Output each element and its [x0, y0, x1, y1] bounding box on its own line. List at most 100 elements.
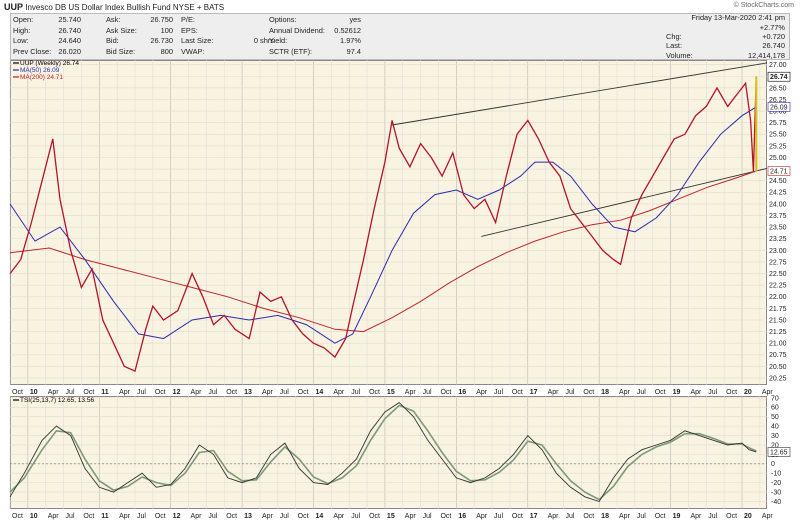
tsi-xtick-label: 10 — [30, 513, 38, 520]
quote-value: 12,414,178 — [748, 50, 785, 60]
tsi-ytick-label: 70 — [771, 395, 779, 402]
price-xtick-label: Jul — [708, 389, 717, 396]
price-ytick-label: 27.00 — [769, 62, 787, 69]
price-xtick-label: Apr — [548, 389, 560, 396]
tsi-xtick-label: Oct — [655, 513, 666, 520]
price-xtick-label: 17 — [530, 389, 538, 396]
tsi-xtick-label: Oct — [369, 513, 380, 520]
price-ytick-label: 25.75 — [769, 120, 787, 127]
tsi-xtick-label: Jul — [494, 513, 503, 520]
price-xtick-label: Apr — [191, 389, 203, 396]
tsi-last-value-tag — [767, 447, 791, 457]
tsi-signal-line — [9, 404, 757, 501]
tsi-xtick-label: Oct — [226, 513, 237, 520]
tsi-xtick-label: Jul — [351, 513, 360, 520]
price-xtick-label: Apr — [333, 389, 345, 396]
quote-value: 26.020 — [58, 46, 81, 56]
tsi-xtick-label: 19 — [673, 513, 681, 520]
price-xtick-label: 18 — [601, 389, 609, 396]
price-xtick-label: 19 — [673, 389, 681, 396]
price-line — [9, 76, 757, 373]
tsi-xtick-label: Apr — [619, 513, 631, 520]
price-xtick-label: 12 — [173, 389, 181, 396]
price-ytick-label: 23.25 — [769, 236, 787, 243]
price-xtick-label: 16 — [458, 389, 466, 396]
tsi-xtick-label: 17 — [530, 513, 538, 520]
tsi-xtick-label: Jul — [565, 513, 574, 520]
tsi-xtick-label: Jul — [708, 513, 717, 520]
tsi-legend-label: TSI(25,13,7) 12.65, 13.56 — [20, 397, 94, 404]
quote-label: Last: — [666, 41, 683, 51]
tsi-xtick-label: 16 — [458, 513, 466, 520]
quote-label: Bid: — [106, 36, 119, 45]
quote-value: 0 shrs — [253, 36, 274, 45]
quote-label: EPS: — [181, 25, 198, 35]
tsi-last-value-label: 12.65 — [770, 449, 788, 456]
credit: © StockCharts.com — [733, 2, 794, 9]
quote-label: Volume: — [666, 50, 693, 60]
quote-label: Options: — [269, 15, 297, 24]
price-ytick-label: 22.25 — [769, 283, 787, 290]
tsi-xtick-label: 18 — [601, 513, 609, 520]
tsi-xtick-label: Oct — [512, 513, 523, 520]
legend-label: MA(50) 26.09 — [20, 67, 60, 74]
price-xtick-label: Jul — [565, 389, 574, 396]
price-xtick-label: Jul — [351, 389, 360, 396]
quote-label: Prev Close: — [13, 46, 52, 56]
price-xtick-label: Oct — [440, 389, 451, 396]
tsi-ytick-label: -20 — [771, 480, 781, 487]
price-ytick-label: 21.50 — [769, 317, 787, 324]
quote-label: Ask: — [106, 15, 121, 24]
tsi-xtick-label: Jul — [423, 513, 432, 520]
price-xtick-label: Apr — [262, 389, 274, 396]
price-ytick-label: 20.50 — [769, 364, 787, 371]
tsi-xtick-label: Oct — [12, 513, 23, 520]
tsi-xtick-label: Jul — [208, 513, 217, 520]
quote-value: 24.640 — [58, 36, 81, 45]
tsi-ytick-label: 0 — [771, 461, 775, 468]
last-value-tag — [767, 71, 791, 82]
price-ytick-label: 24.50 — [769, 178, 787, 185]
quote-label: SCTR (ETF): — [269, 46, 313, 56]
price-xtick-label: Oct — [298, 389, 309, 396]
price-ytick-label: 23.75 — [769, 213, 787, 220]
tsi-ytick-label: 60 — [771, 405, 779, 412]
price-xtick-label: Apr — [619, 389, 631, 396]
legend-label: MA(200) 24.71 — [20, 74, 63, 81]
price-ytick-label: 20.25 — [769, 375, 787, 382]
quote-datetime: Friday 13-Mar-2020 2:41 pm — [691, 13, 785, 22]
price-ytick-label: 26.50 — [769, 85, 787, 92]
price-ytick-label: 24.25 — [769, 190, 787, 197]
trend-channel-extension — [756, 62, 768, 66]
quote-label: Ask Size: — [106, 25, 137, 35]
tsi-xtick-label: Apr — [119, 513, 131, 520]
last-value-label: 26.74 — [770, 74, 788, 81]
price-ytick-label: 25.00 — [769, 155, 787, 162]
quote-value: 26.750 — [150, 15, 173, 24]
tsi-xtick-label: Jul — [280, 513, 289, 520]
quote-label: P/E: — [181, 15, 195, 24]
tsi-xtick-label: Oct — [155, 513, 166, 520]
symbol: UUP — [4, 2, 24, 12]
price-xtick-label: Oct — [512, 389, 523, 396]
tsi-xtick-label: Apr — [476, 513, 488, 520]
price-xtick-label: 11 — [101, 389, 109, 396]
ma200-line — [9, 170, 757, 333]
price-ytick-label: 21.25 — [769, 329, 787, 336]
price-xtick-label: Oct — [83, 389, 94, 396]
tsi-xtick-label: 15 — [387, 513, 395, 520]
quote-value: 0.52612 — [334, 25, 361, 35]
tsi-ytick-label: 20 — [771, 442, 779, 449]
quote-value: 100 — [160, 25, 173, 35]
quote-value: +0.720 — [762, 32, 785, 42]
quote-label: Chg: — [666, 32, 682, 42]
tsi-line — [9, 402, 757, 503]
price-xtick-label: Apr — [762, 389, 774, 396]
price-xtick-label: Oct — [226, 389, 237, 396]
tsi-xtick-label: Apr — [405, 513, 417, 520]
tsi-xtick-label: Jul — [66, 513, 75, 520]
tsi-xtick-label: 11 — [101, 513, 109, 520]
price-xtick-label: Apr — [48, 389, 60, 396]
quote-value: yes — [349, 15, 361, 24]
